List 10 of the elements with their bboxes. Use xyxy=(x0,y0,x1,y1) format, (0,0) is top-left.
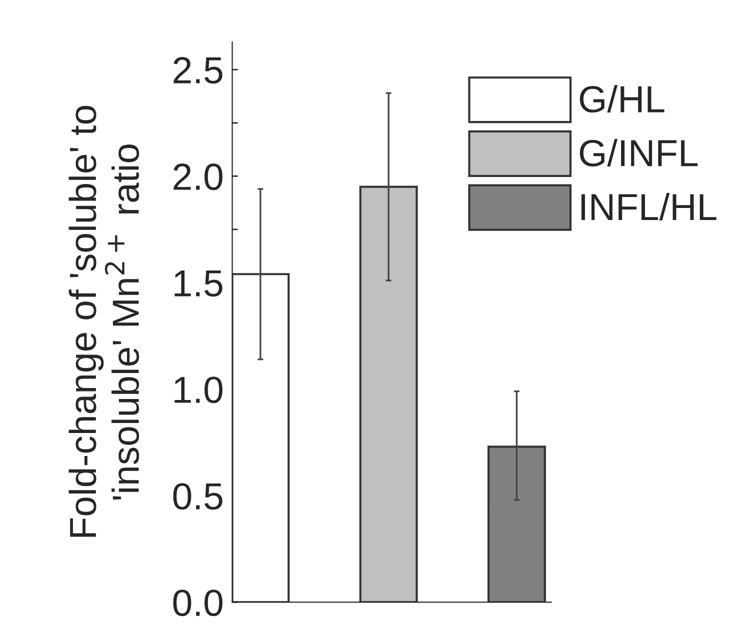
y-tick-label: 1.5 xyxy=(174,270,222,297)
y-tick-label: 0.0 xyxy=(173,590,222,616)
y-tick-label: 1.0 xyxy=(174,376,222,404)
legend-label: G/INFL xyxy=(580,138,698,166)
y-tick-label: 0.5 xyxy=(173,483,222,510)
y-axis-title: Fold-change of 'soluble' to 'insoluble' Mn$^{2+}$ ratio xyxy=(68,106,140,537)
y-tick-label: 2.0 xyxy=(174,164,222,190)
y-tick-label: 2.5 xyxy=(174,57,222,84)
legend-label: G/HL xyxy=(580,85,664,113)
legend-label: INFL/HL xyxy=(581,192,716,220)
